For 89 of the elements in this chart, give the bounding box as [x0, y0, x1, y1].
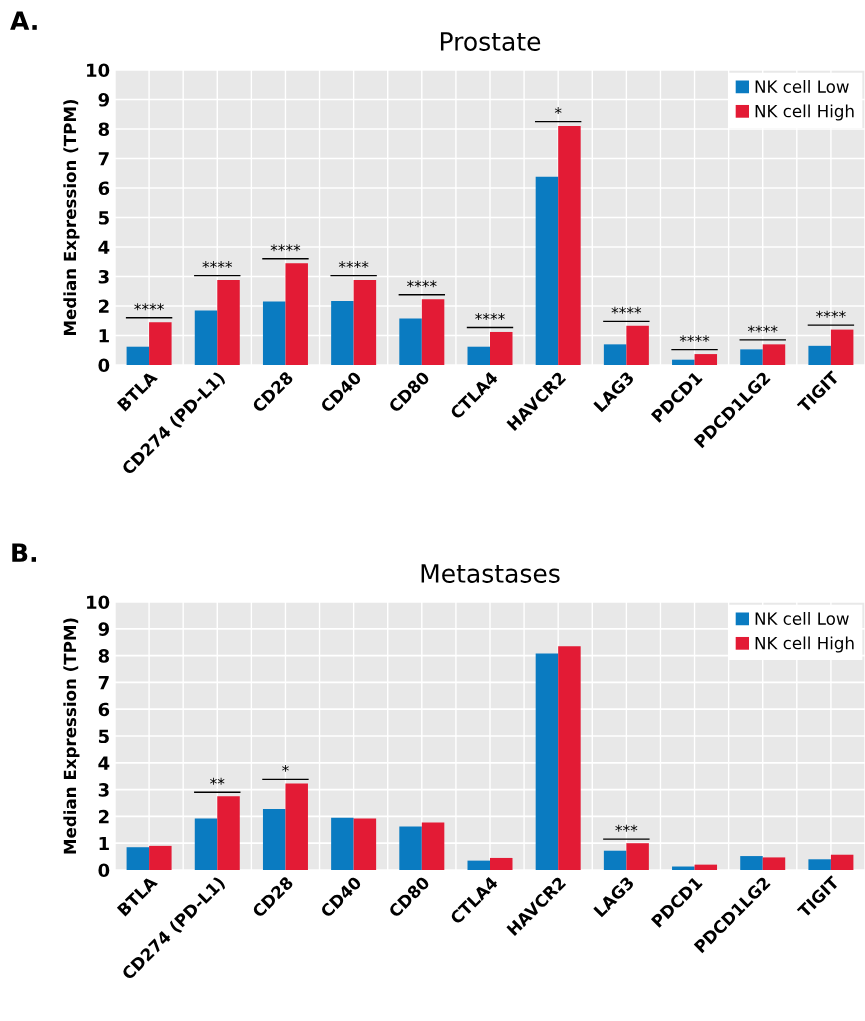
bar — [558, 126, 581, 365]
bar — [535, 176, 559, 365]
bar — [353, 280, 377, 365]
bar — [762, 857, 786, 870]
bar — [331, 300, 354, 365]
legend-label: NK cell Low — [755, 80, 849, 93]
bar — [603, 344, 627, 365]
y-tick-label: 7 — [98, 152, 109, 166]
bar — [126, 346, 150, 365]
bar — [808, 345, 831, 365]
bar — [626, 843, 649, 870]
legend-label: NK cell High — [755, 636, 854, 653]
bar — [262, 808, 286, 870]
bar — [285, 783, 308, 870]
y-axis-title: Median Expression (TPM) — [63, 99, 80, 336]
y-tick-label: 4 — [98, 756, 110, 770]
bar — [740, 349, 763, 365]
y-tick-label: 7 — [98, 676, 109, 690]
annotation: **** — [747, 325, 778, 333]
bar — [217, 796, 240, 870]
y-tick-label: 2 — [99, 809, 109, 824]
bar — [353, 818, 377, 870]
y-tick-label: 3 — [98, 269, 109, 284]
annotation: *** — [615, 824, 638, 832]
legend-label: NK cell Low — [755, 612, 849, 625]
bar — [830, 329, 854, 365]
bar — [421, 822, 445, 870]
legend-label: NK cell High — [755, 104, 854, 121]
y-tick-label: 5 — [98, 729, 109, 744]
y-tick-label: 10 — [87, 63, 110, 78]
annotation: **** — [202, 261, 233, 269]
y-tick-label: 5 — [98, 211, 109, 225]
bar — [490, 331, 513, 365]
bar — [672, 359, 695, 365]
y-tick-label: 3 — [98, 783, 109, 797]
y-tick-label: 0 — [98, 358, 110, 373]
y-tick-label: 8 — [98, 122, 110, 137]
bar — [285, 263, 308, 365]
bar — [399, 318, 422, 365]
annotation: **** — [407, 280, 437, 288]
bar — [558, 646, 581, 870]
bar — [399, 826, 422, 870]
bar — [762, 344, 786, 365]
bar — [194, 310, 218, 365]
bar — [194, 818, 218, 870]
y-tick-label: 9 — [98, 92, 109, 107]
bar — [603, 850, 627, 870]
y-tick-label: 0 — [98, 863, 110, 878]
bar — [626, 325, 649, 365]
annotation: **** — [611, 306, 642, 314]
chart-title: Metastases — [421, 564, 560, 583]
annotation: **** — [816, 310, 846, 318]
y-tick-label: 2 — [99, 299, 109, 313]
annotation: ** — [210, 777, 225, 785]
bar — [262, 301, 286, 365]
annotation: **** — [338, 261, 369, 269]
annotation: * — [282, 764, 289, 772]
bar — [808, 859, 831, 870]
y-tick-label: 6 — [98, 702, 110, 717]
text: A. — [10, 11, 37, 30]
y-tick-label: 8 — [98, 649, 110, 663]
bar — [467, 860, 490, 870]
annotation: **** — [475, 313, 505, 320]
text: B. — [12, 543, 36, 562]
bar — [467, 346, 490, 365]
bar — [149, 322, 172, 365]
bar — [490, 857, 513, 870]
bar — [149, 845, 172, 870]
bar — [694, 864, 718, 870]
y-tick-label: 6 — [98, 181, 110, 196]
y-tick-label: 10 — [87, 595, 110, 610]
bar — [331, 817, 354, 870]
y-tick-label: 1 — [99, 836, 109, 851]
bar — [126, 847, 150, 870]
bar — [740, 856, 763, 870]
chart-title: Prostate — [440, 32, 541, 51]
y-axis-title: Median Expression (TPM) — [63, 618, 80, 854]
bar — [217, 280, 240, 365]
y-tick-label: 4 — [98, 240, 110, 254]
bar — [421, 299, 445, 365]
annotation: **** — [134, 303, 164, 311]
bar — [830, 854, 854, 870]
y-tick-label: 9 — [98, 622, 109, 636]
y-tick-label: 1 — [99, 329, 109, 343]
bar — [694, 354, 718, 365]
annotation: * — [554, 107, 562, 115]
annotation: **** — [270, 244, 301, 252]
bar — [535, 653, 559, 870]
annotation: **** — [679, 335, 710, 343]
